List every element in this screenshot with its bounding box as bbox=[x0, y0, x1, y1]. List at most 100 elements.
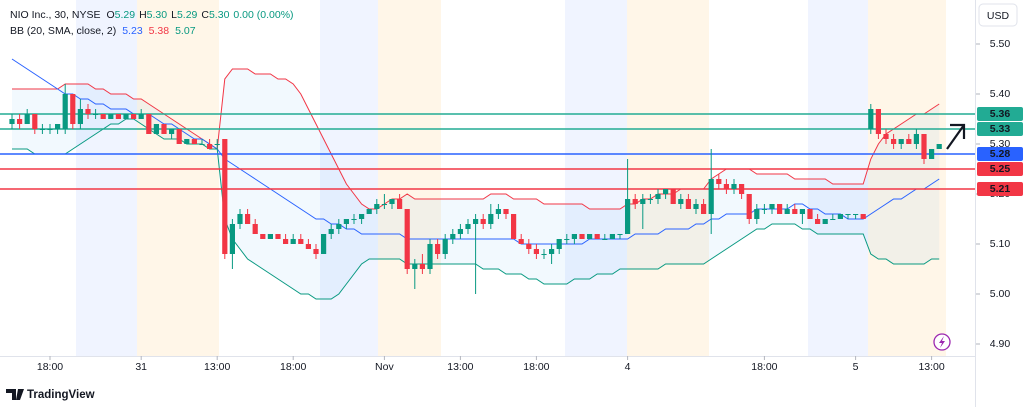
candle-body bbox=[655, 194, 661, 199]
price-label: 5.28 bbox=[990, 148, 1011, 160]
session-backgrounds bbox=[76, 0, 946, 356]
ohlc-legend: NIO Inc., 30, NYSE O5.29 H5.30 L5.29 C5.30 0.… bbox=[10, 9, 294, 21]
x-tick-label: 18:00 bbox=[523, 361, 549, 373]
band-fill bbox=[12, 69, 940, 299]
candle-body bbox=[351, 219, 357, 220]
candle-body bbox=[161, 124, 167, 134]
candle-body bbox=[389, 199, 395, 204]
candle-body bbox=[685, 199, 691, 209]
candle-body bbox=[93, 114, 99, 115]
candle-body bbox=[837, 214, 843, 219]
price-label: 5.33 bbox=[990, 123, 1011, 135]
candle-body bbox=[670, 189, 676, 204]
pre-market-band bbox=[565, 0, 627, 356]
x-tick-label: 13:00 bbox=[447, 361, 473, 373]
candle-body bbox=[777, 204, 783, 214]
candle-body bbox=[564, 239, 570, 240]
indicator-value: 5.07 bbox=[175, 25, 196, 37]
candle-body bbox=[518, 239, 524, 244]
ohlc-key: L bbox=[171, 9, 177, 21]
candle-body bbox=[853, 214, 859, 215]
candle-body bbox=[533, 249, 539, 254]
candle-body bbox=[716, 179, 722, 184]
candle-body bbox=[366, 209, 372, 214]
price-label: 5.36 bbox=[990, 108, 1011, 120]
y-tick-label: 5.40 bbox=[990, 88, 1011, 100]
ohlc-key: C bbox=[201, 9, 209, 21]
candle-body bbox=[343, 219, 349, 224]
candle-body bbox=[123, 114, 129, 119]
candle-body bbox=[70, 94, 76, 124]
candle-body bbox=[47, 129, 53, 130]
x-tick-label: 13:00 bbox=[204, 361, 230, 373]
candle-body bbox=[450, 234, 456, 239]
candle-body bbox=[929, 149, 935, 159]
x-tick-label: 4 bbox=[625, 361, 631, 373]
candle-body bbox=[875, 109, 881, 134]
indicator-value: 5.23 bbox=[122, 25, 143, 37]
candle-body bbox=[169, 129, 175, 134]
candle-body bbox=[799, 209, 805, 214]
candle-body bbox=[214, 144, 220, 145]
candle-body bbox=[898, 139, 904, 144]
candle-body bbox=[404, 209, 410, 269]
x-tick-label: 18:00 bbox=[751, 361, 777, 373]
candle-body bbox=[39, 129, 45, 130]
currency[interactable]: USD bbox=[987, 10, 1010, 22]
candle-body bbox=[222, 139, 228, 254]
candle-body bbox=[412, 264, 418, 269]
brand-logo bbox=[6, 389, 24, 400]
candle-body bbox=[115, 114, 121, 119]
y-tick-label: 5.00 bbox=[990, 288, 1011, 300]
candle-body bbox=[511, 214, 517, 239]
price-label-box bbox=[977, 182, 1023, 196]
candle-body bbox=[138, 114, 144, 119]
symbol-title: NIO Inc., 30, NYSE bbox=[10, 9, 100, 21]
brand-name: TradingView bbox=[27, 389, 95, 401]
candle-body bbox=[298, 239, 304, 244]
candle-body bbox=[815, 219, 821, 224]
candle-body bbox=[723, 184, 729, 189]
currency-button[interactable] bbox=[978, 3, 1018, 27]
candle-body bbox=[131, 114, 137, 119]
candles bbox=[9, 84, 942, 294]
x-tick-label: Nov bbox=[375, 361, 394, 373]
candle-body bbox=[62, 94, 68, 129]
price-label: 5.21 bbox=[990, 183, 1011, 195]
candle-body bbox=[260, 234, 266, 239]
candle-body bbox=[503, 209, 509, 214]
candle-body bbox=[617, 234, 623, 235]
y-tick-label: 5.50 bbox=[990, 38, 1011, 50]
candle-body bbox=[579, 234, 585, 239]
candle-body bbox=[792, 209, 798, 214]
candle-body bbox=[229, 224, 235, 254]
candle-body bbox=[609, 234, 615, 239]
candle-body bbox=[708, 179, 714, 214]
candle-body bbox=[495, 209, 501, 214]
candle-body bbox=[199, 144, 205, 145]
candle-body bbox=[663, 189, 669, 194]
candle-body bbox=[9, 119, 15, 124]
candle-body bbox=[731, 184, 737, 189]
candle-body bbox=[77, 109, 83, 124]
candle-body bbox=[891, 139, 897, 144]
change: 0.00 (0.00%) bbox=[233, 9, 293, 21]
indicator-value: 5.38 bbox=[149, 25, 170, 37]
candle-body bbox=[397, 199, 403, 209]
candle-body bbox=[313, 249, 319, 254]
candle-body bbox=[85, 109, 91, 114]
candle-body bbox=[207, 144, 213, 149]
candle-body bbox=[868, 109, 874, 129]
candle-body bbox=[321, 234, 327, 254]
candle-body bbox=[754, 209, 760, 219]
candle-body bbox=[245, 214, 251, 224]
y-tick-label: 5.30 bbox=[990, 138, 1011, 150]
candle-body bbox=[275, 234, 281, 239]
ohlc-value: 5.29 bbox=[115, 9, 136, 21]
candle-body bbox=[761, 209, 767, 210]
x-tick-label: 18:00 bbox=[280, 361, 306, 373]
candle-body bbox=[549, 249, 555, 254]
post-market-band bbox=[868, 0, 946, 356]
pre-market-band bbox=[76, 0, 137, 356]
candle-body bbox=[784, 209, 790, 214]
